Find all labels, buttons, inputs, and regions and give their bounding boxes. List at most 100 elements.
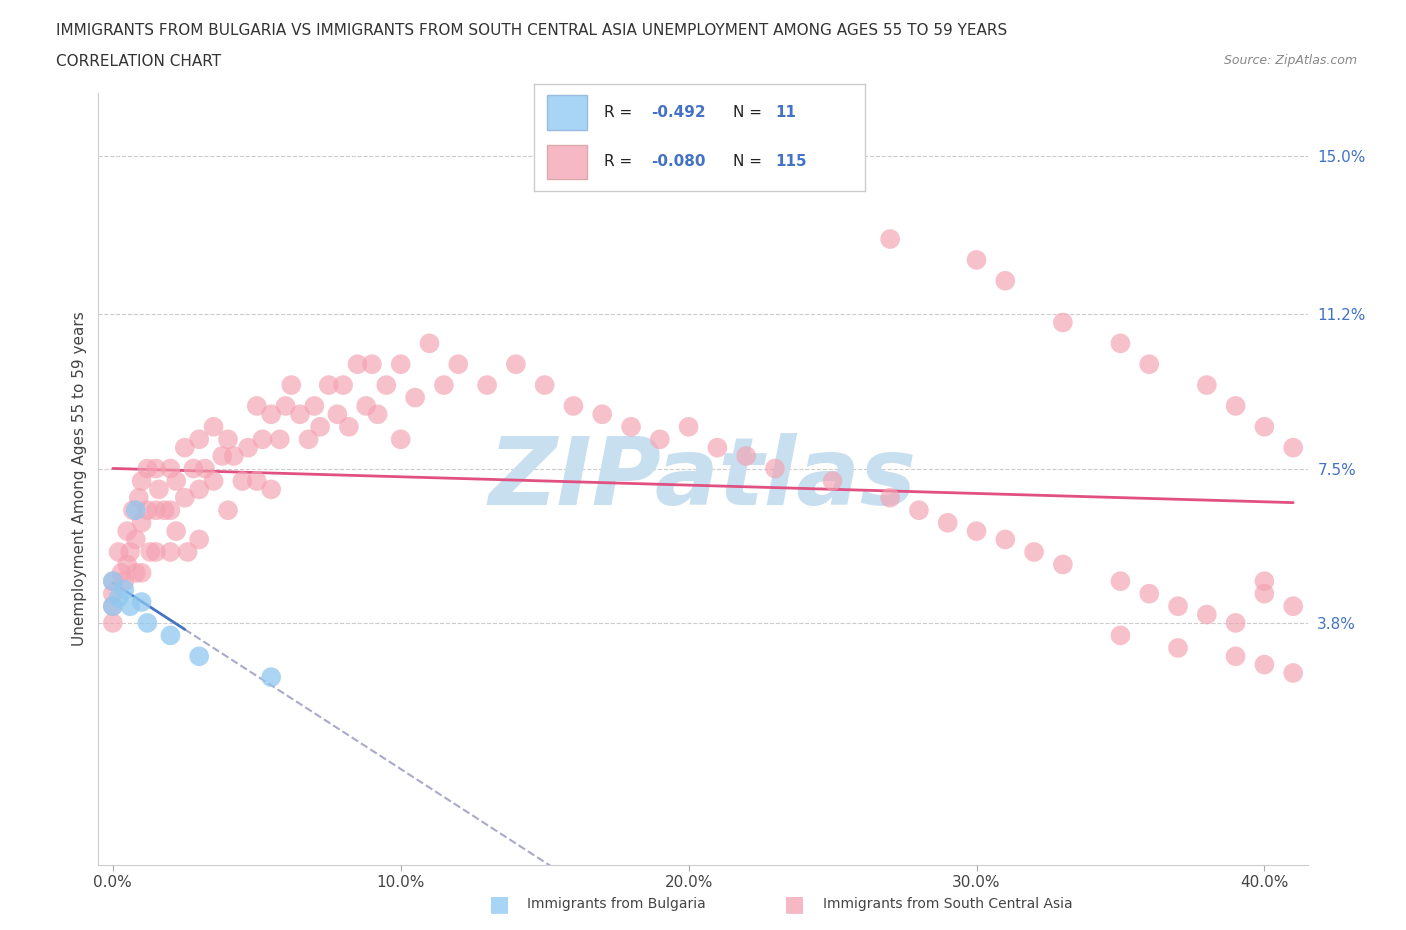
Point <box>908 503 931 518</box>
Point <box>533 378 555 392</box>
Point <box>318 378 340 392</box>
Point <box>217 503 239 518</box>
Point <box>591 406 613 421</box>
Point <box>159 461 181 476</box>
Point <box>274 398 297 413</box>
Text: R =: R = <box>603 105 637 120</box>
Point <box>1109 574 1132 589</box>
Point <box>122 503 145 518</box>
Point <box>115 557 138 572</box>
Point <box>326 406 349 421</box>
Point <box>1109 628 1132 643</box>
Text: Immigrants from Bulgaria: Immigrants from Bulgaria <box>527 897 706 911</box>
Point <box>1109 336 1132 351</box>
Point <box>110 565 132 580</box>
Point <box>879 232 901 246</box>
Y-axis label: Unemployment Among Ages 55 to 59 years: Unemployment Among Ages 55 to 59 years <box>72 312 87 646</box>
Point <box>188 432 211 446</box>
Point <box>252 432 274 446</box>
Point <box>136 503 159 518</box>
Point <box>159 545 181 560</box>
Point <box>131 473 153 488</box>
Point <box>361 357 384 372</box>
Point <box>375 378 398 392</box>
Point <box>1253 574 1275 589</box>
Point <box>188 532 211 547</box>
Point <box>101 599 124 614</box>
Point <box>1310 670 1333 684</box>
Point <box>966 524 988 538</box>
Point <box>101 599 124 614</box>
Point <box>1137 586 1160 601</box>
Text: 11: 11 <box>776 105 796 120</box>
Point <box>131 594 153 609</box>
Point <box>128 490 150 505</box>
Text: Source: ZipAtlas.com: Source: ZipAtlas.com <box>1223 54 1357 67</box>
Point <box>1052 315 1074 330</box>
Point <box>332 378 354 392</box>
Point <box>202 473 225 488</box>
Text: ZIPatlas: ZIPatlas <box>489 433 917 525</box>
Point <box>404 391 426 405</box>
Point <box>260 406 283 421</box>
Point <box>1167 599 1189 614</box>
Point <box>120 545 142 560</box>
Text: ■: ■ <box>489 894 509 914</box>
Point <box>188 649 211 664</box>
Point <box>112 574 135 589</box>
Point <box>389 432 412 446</box>
Point <box>1195 378 1218 392</box>
Point <box>309 419 332 434</box>
Point <box>1167 641 1189 656</box>
Point <box>131 515 153 530</box>
Point <box>678 419 700 434</box>
Point <box>337 419 360 434</box>
Point <box>101 574 124 589</box>
Point <box>145 545 167 560</box>
Point <box>269 432 291 446</box>
Point <box>176 545 198 560</box>
Point <box>966 252 988 267</box>
Point <box>821 473 844 488</box>
Point <box>1282 599 1305 614</box>
Point <box>1253 658 1275 672</box>
Point <box>136 616 159 631</box>
Point <box>165 524 187 538</box>
Point <box>1253 586 1275 601</box>
Point <box>260 482 283 497</box>
Point <box>1052 557 1074 572</box>
Text: N =: N = <box>733 154 766 169</box>
Point <box>1282 440 1305 455</box>
Text: IMMIGRANTS FROM BULGARIA VS IMMIGRANTS FROM SOUTH CENTRAL ASIA UNEMPLOYMENT AMON: IMMIGRANTS FROM BULGARIA VS IMMIGRANTS F… <box>56 23 1008 38</box>
Text: ■: ■ <box>785 894 804 914</box>
Point <box>763 461 786 476</box>
Text: CORRELATION CHART: CORRELATION CHART <box>56 54 221 69</box>
Point <box>148 482 170 497</box>
Point <box>475 378 498 392</box>
Point <box>101 586 124 601</box>
Point <box>1022 545 1045 560</box>
Point <box>562 398 585 413</box>
Point <box>115 524 138 538</box>
Point <box>145 461 167 476</box>
Point <box>260 670 283 684</box>
Point <box>354 398 377 413</box>
Text: 115: 115 <box>776 154 807 169</box>
Point <box>145 503 167 518</box>
Point <box>367 406 389 421</box>
Point <box>1195 607 1218 622</box>
Point <box>194 461 217 476</box>
Point <box>125 503 148 518</box>
Point <box>1137 357 1160 372</box>
Text: -0.492: -0.492 <box>651 105 706 120</box>
Point <box>620 419 643 434</box>
Point <box>706 440 728 455</box>
Point <box>994 273 1017 288</box>
Point <box>202 419 225 434</box>
Point <box>1225 649 1247 664</box>
Point <box>1282 666 1305 681</box>
Point <box>288 406 311 421</box>
Point <box>159 628 181 643</box>
Point <box>183 461 205 476</box>
Text: -0.080: -0.080 <box>651 154 706 169</box>
